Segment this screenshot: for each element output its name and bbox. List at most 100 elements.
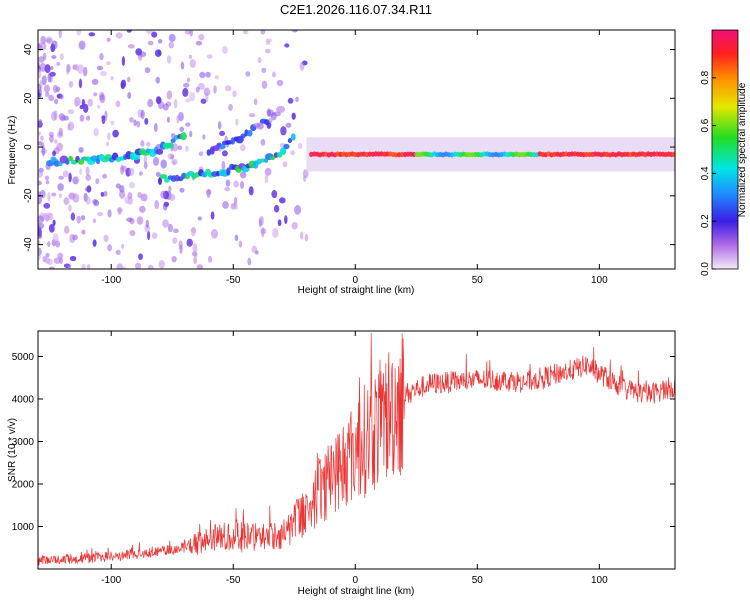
heatmap-cell: [47, 192, 51, 202]
heatmap-cell: [52, 233, 59, 243]
heatmap-cell: [157, 38, 163, 44]
heatmap-cell: [151, 232, 158, 240]
heatmap-cell: [136, 120, 141, 128]
heatmap-cell: [172, 228, 179, 234]
heatmap-cell: [219, 130, 226, 137]
heatmap-cell: [261, 80, 268, 89]
heatmap-cell: [69, 255, 77, 262]
y-tick-label: -20: [23, 188, 34, 203]
heatmap-cell: [99, 52, 104, 61]
heatmap-cell: [85, 196, 91, 205]
heatmap-cell: [102, 173, 107, 179]
heatmap-cell: [146, 141, 151, 147]
x-tick-label: -50: [226, 575, 241, 586]
heatmap-cell: [74, 100, 79, 107]
heatmap-cell: [228, 103, 233, 111]
heatmap-cell: [195, 40, 203, 46]
heatmap-cell: [266, 108, 271, 117]
heatmap-cell: [121, 266, 127, 269]
heatmap-cell: [158, 259, 165, 269]
heatmap-cell: [196, 264, 204, 269]
heatmap-cell: [182, 87, 189, 97]
heatmap-cell: [137, 192, 142, 198]
heatmap-cell: [189, 92, 196, 102]
heatmap-cell: [81, 229, 86, 235]
heatmap-cell: [76, 30, 82, 36]
heatmap-cell: [276, 79, 284, 87]
heatmap-cell: [225, 179, 231, 187]
heatmap-cell: [43, 84, 51, 93]
spectrogram-ylabel: Frequency (Hz): [7, 116, 18, 185]
heatmap-cell: [221, 45, 228, 54]
heatmap-cell: [140, 109, 145, 120]
heatmap-cell: [291, 30, 298, 33]
heatmap-cell: [117, 207, 122, 215]
heatmap-cell: [248, 186, 254, 196]
heatmap-cell: [155, 148, 164, 155]
heatmap-cell: [115, 249, 121, 256]
heatmap-cell: [96, 104, 101, 109]
heatmap-cell: [44, 256, 50, 264]
heatmap-cell: [57, 183, 64, 191]
heatmap-cell: [58, 175, 64, 180]
heatmap-cell: [82, 66, 88, 77]
heatmap-cell: [264, 174, 269, 184]
heatmap-cell: [232, 90, 237, 98]
heatmap-cell: [253, 98, 258, 106]
heatmap-cell: [48, 223, 55, 233]
heatmap-cell: [45, 36, 53, 45]
heatmap-cell: [157, 49, 162, 56]
heatmap-cell: [287, 97, 294, 104]
heatmap-cell: [264, 167, 272, 176]
heatmap-cell: [128, 167, 135, 177]
heatmap-cell: [211, 229, 218, 239]
heatmap-cell: [79, 168, 83, 175]
heatmap-cell: [282, 161, 288, 168]
heatmap-cell: [87, 98, 93, 107]
heatmap-cell: [238, 240, 243, 248]
heatmap-cell: [144, 224, 151, 233]
heatmap-cell: [45, 252, 50, 258]
y-tick-label: 1000: [12, 522, 35, 533]
heatmap-cell: [258, 219, 263, 228]
spectrogram-axes: -100 -50 0 50 100 -40 -20 0 20 40: [23, 30, 675, 286]
heatmap-cell: [103, 234, 109, 243]
heatmap-cell: [138, 253, 143, 261]
heatmap-cell: [303, 175, 307, 182]
heatmap-cell: [66, 69, 70, 75]
heatmap-cell: [173, 99, 178, 109]
heatmap-cell: [160, 190, 166, 199]
heatmap-cell: [222, 201, 229, 209]
heatmap-cell: [205, 71, 211, 78]
heatmap-cell: [188, 54, 193, 60]
colorbar: 0.0 0.2 0.4 0.6 0.8 Normalized spectral ampl…: [700, 29, 748, 276]
heatmap-cell: [143, 161, 148, 170]
heatmap-cell: [115, 32, 123, 39]
heatmap-cell: [170, 154, 175, 160]
heatmap-cell: [272, 227, 279, 238]
heatmap-cell: [234, 203, 239, 210]
heatmap-cell: [107, 132, 111, 141]
heatmap-cell: [105, 141, 110, 147]
heatmap-cell: [38, 215, 45, 224]
heatmap-cell: [147, 98, 154, 108]
heatmap-cell: [290, 133, 296, 141]
heatmap-cell: [257, 57, 262, 64]
heatmap-cell: [290, 150, 295, 156]
heatmap-cell: [45, 91, 50, 98]
chart-title: C2E1.2026.116.07.34.R11: [280, 2, 432, 17]
heatmap-cell: [44, 64, 51, 74]
heatmap-cell: [185, 98, 191, 103]
heatmap-cell: [121, 243, 125, 249]
heatmap-cell: [38, 118, 43, 126]
heatmap-cell: [239, 181, 245, 189]
heatmap-cell: [157, 177, 163, 185]
heatmap-cell: [140, 193, 148, 202]
heatmap-cell: [101, 115, 106, 120]
heatmap-cell: [38, 254, 41, 261]
heatmap-cell: [147, 40, 154, 46]
spectrogram-heatmap: [38, 30, 675, 269]
heatmap-cell: [79, 114, 85, 122]
heatmap-cell: [268, 118, 273, 123]
y-tick-label: 3000: [12, 437, 35, 448]
